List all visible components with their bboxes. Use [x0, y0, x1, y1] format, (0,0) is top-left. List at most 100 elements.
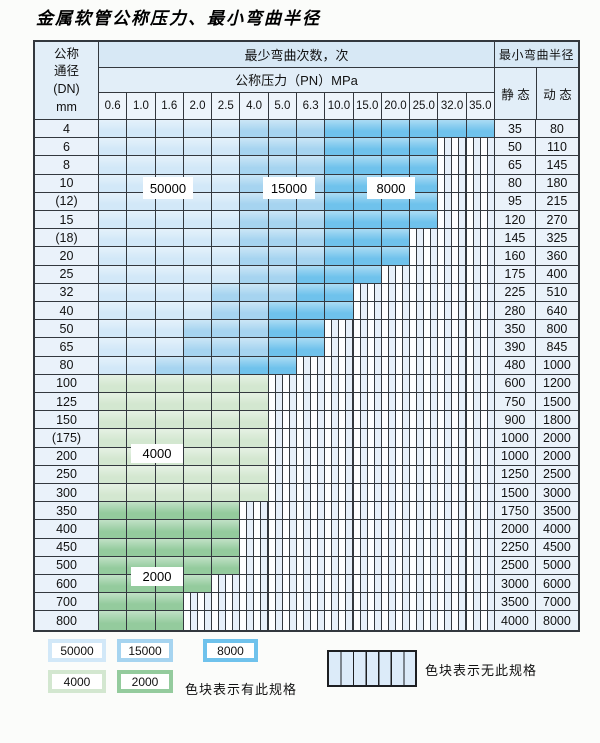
no-spec-cell: [410, 356, 439, 374]
no-spec-cell: [381, 538, 411, 556]
no-spec-cell: [466, 174, 495, 192]
table-row: 8 65 145: [35, 156, 578, 175]
static-radius-cell: 750: [494, 393, 536, 411]
spec-cell-4000: [155, 393, 184, 411]
spec-cell-15000: [240, 156, 269, 174]
no-spec-cell: [466, 411, 495, 429]
spec-cell-4000: [127, 429, 156, 447]
spec-cell-2000: [99, 575, 128, 593]
spec-cell-50000: [183, 265, 213, 283]
spec-cell-15000: [212, 302, 241, 320]
no-spec-cell: [353, 502, 382, 520]
no-spec-cell: [410, 520, 439, 538]
legend-chip-value: 8000: [207, 643, 254, 658]
no-spec-cell: [410, 538, 439, 556]
no-spec-cell: [296, 520, 326, 538]
spec-cell-50000: [127, 320, 156, 338]
spec-cell-50000: [155, 247, 184, 265]
no-spec-cell: [438, 447, 467, 465]
no-spec-cell: [410, 447, 439, 465]
no-spec-cell: [268, 429, 297, 447]
static-radius-cell: 1000: [494, 447, 536, 465]
spec-cell-8000: [325, 192, 354, 211]
dynamic-radius-cell: 325: [535, 229, 578, 247]
dn-cell: 65: [35, 338, 99, 356]
static-radius-cell: 95: [494, 192, 536, 211]
legend-has-spec-note: 色块表示有此规格: [185, 682, 298, 697]
spec-cell-8000: [325, 211, 354, 229]
no-spec-cell: [466, 575, 495, 593]
spec-cell-50000: [127, 211, 156, 229]
spec-cell-8000: [466, 120, 495, 138]
spec-cell-50000: [155, 302, 184, 320]
spec-cell-8000: [353, 247, 382, 265]
no-spec-cell: [410, 302, 439, 320]
no-spec-cell: [268, 447, 297, 465]
dynamic-radius-cell: 2000: [535, 429, 578, 447]
spec-cell-15000: [240, 320, 269, 338]
table-row: 15 120 270: [35, 211, 578, 230]
spec-cell-2000: [99, 502, 128, 520]
static-radius-cell: 225: [494, 283, 536, 302]
pressure-col-header: 2.5: [212, 93, 241, 119]
spec-cell-15000: [268, 229, 297, 247]
spec-cell-2000: [212, 556, 241, 575]
no-spec-cell: [353, 556, 382, 575]
no-spec-cell: [438, 174, 467, 192]
spec-cell-15000: [268, 138, 297, 156]
dn-cell: (175): [35, 429, 99, 447]
static-radius-cell: 3500: [494, 593, 536, 611]
spec-cell-50000: [155, 211, 184, 229]
table-row: 200 1000 2000: [35, 447, 578, 466]
no-spec-cell: [325, 465, 354, 484]
dn-cell: 450: [35, 538, 99, 556]
spec-cell-8000: [325, 156, 354, 174]
spec-cell-8000: [438, 120, 467, 138]
spec-cell-8000: [353, 265, 382, 283]
spec-cell-4000: [155, 429, 184, 447]
dynamic-radius-cell: 110: [535, 138, 578, 156]
spec-cell-4000: [127, 393, 156, 411]
no-spec-cell: [325, 429, 354, 447]
static-radius-cell: 80: [494, 174, 536, 192]
dn-cell: 15: [35, 211, 99, 229]
legend-nospec-swatch: [327, 650, 417, 687]
table-row: 80 480 1000: [35, 356, 578, 375]
spec-cell-50000: [99, 138, 128, 156]
dn-cell: 500: [35, 556, 99, 575]
spec-cell-50000: [99, 283, 128, 302]
no-spec-cell: [325, 520, 354, 538]
table-row: 32 225 510: [35, 283, 578, 303]
static-radius-cell: 1250: [494, 465, 536, 484]
spec-cell-50000: [99, 247, 128, 265]
no-spec-cell: [410, 374, 439, 393]
spec-cell-50000: [99, 338, 128, 356]
spec-cell-8000: [325, 120, 354, 138]
spec-cell-15000: [268, 247, 297, 265]
dn-header-line3: (DN): [53, 82, 80, 97]
dynamic-radius-cell: 8000: [535, 611, 578, 630]
legend-chip-8000: 8000: [203, 639, 258, 662]
pressure-col-header: 4.0: [240, 93, 269, 119]
spec-cell-50000: [127, 356, 156, 374]
spec-cell-2000: [127, 611, 156, 630]
spec-table: 公称 通径 (DN) mm 最少弯曲次数，次 公称压力（PN）MPa 0.6 1.…: [33, 40, 580, 632]
spec-cell-8000: [296, 338, 326, 356]
pressure-col-header: 0.6: [99, 93, 128, 119]
no-spec-cell: [268, 465, 297, 484]
spec-cell-50000: [212, 120, 241, 138]
static-radius-cell: 120: [494, 211, 536, 229]
spec-cell-50000: [155, 120, 184, 138]
static-radius-cell: 1000: [494, 429, 536, 447]
legend-chip-value: 15000: [121, 643, 169, 658]
table-row: (12) 95 215: [35, 192, 578, 212]
no-spec-cell: [296, 429, 326, 447]
spec-cell-15000: [240, 138, 269, 156]
spec-cell-50000: [99, 211, 128, 229]
spec-cell-4000: [212, 393, 241, 411]
spec-cell-15000: [240, 247, 269, 265]
table-row: 450 2250 4500: [35, 538, 578, 557]
spec-cell-50000: [127, 283, 156, 302]
spec-cell-50000: [99, 320, 128, 338]
static-radius-cell: 2250: [494, 538, 536, 556]
